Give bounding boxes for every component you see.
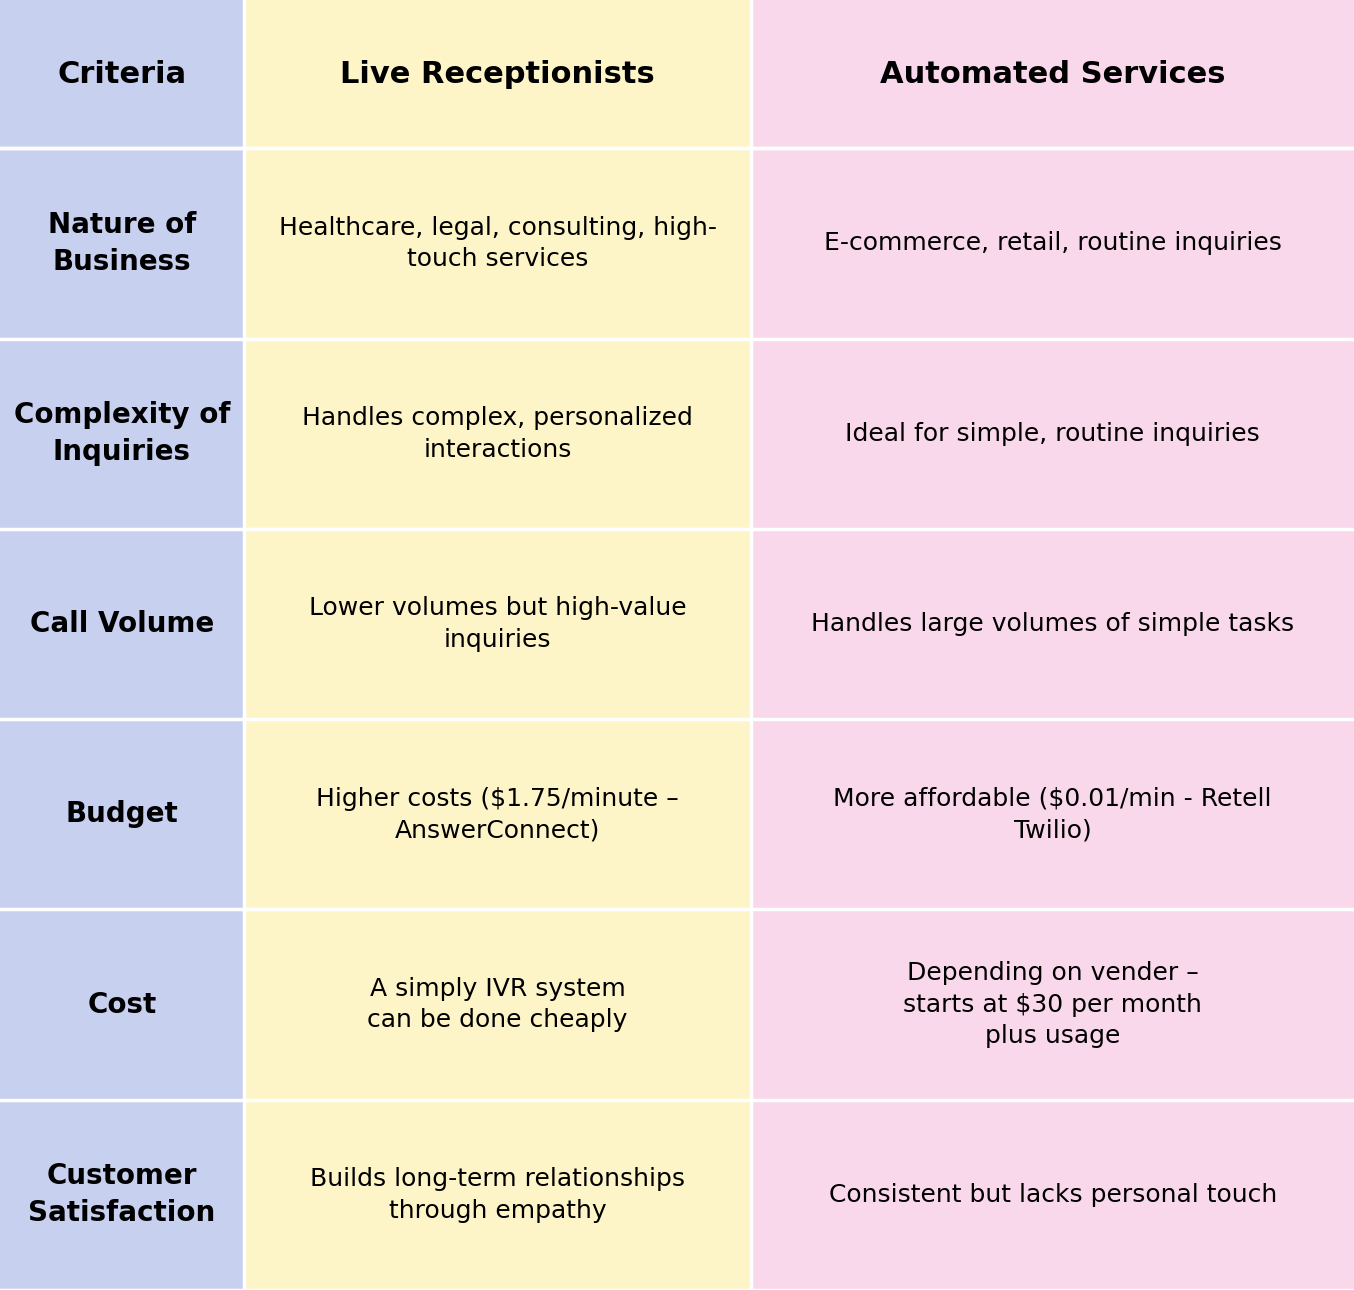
Text: Lower volumes but high-value
inquiries: Lower volumes but high-value inquiries: [309, 596, 686, 651]
Bar: [244, 148, 751, 338]
Text: Customer
Satisfaction: Customer Satisfaction: [28, 1162, 215, 1227]
Text: Cost: Cost: [87, 991, 157, 1019]
Bar: [0, 720, 244, 909]
Bar: [244, 529, 751, 720]
Text: Complexity of
Inquiries: Complexity of Inquiries: [14, 401, 230, 466]
Bar: [751, 1099, 1354, 1290]
Text: Builds long-term relationships
through empathy: Builds long-term relationships through e…: [310, 1167, 685, 1223]
Bar: [751, 529, 1354, 720]
Text: Depending on vender –
starts at $30 per month
plus usage: Depending on vender – starts at $30 per …: [903, 961, 1202, 1049]
Text: Live Receptionists: Live Receptionists: [340, 59, 655, 89]
Bar: [0, 1099, 244, 1290]
Text: E-commerce, retail, routine inquiries: E-commerce, retail, routine inquiries: [823, 231, 1282, 255]
Text: Handles large volumes of simple tasks: Handles large volumes of simple tasks: [811, 611, 1294, 636]
Text: Healthcare, legal, consulting, high-
touch services: Healthcare, legal, consulting, high- tou…: [279, 215, 716, 271]
Text: Call Volume: Call Volume: [30, 610, 214, 639]
Bar: [0, 909, 244, 1099]
Bar: [0, 529, 244, 720]
Text: Consistent but lacks personal touch: Consistent but lacks personal touch: [829, 1183, 1277, 1207]
Bar: [751, 0, 1354, 148]
Bar: [751, 909, 1354, 1099]
Bar: [244, 1099, 751, 1290]
Text: A simply IVR system
can be done cheaply: A simply IVR system can be done cheaply: [367, 977, 628, 1032]
Text: Budget: Budget: [65, 800, 179, 828]
Bar: [0, 148, 244, 338]
Text: Automated Services: Automated Services: [880, 59, 1225, 89]
Bar: [244, 720, 751, 909]
Bar: [0, 338, 244, 529]
Text: Nature of
Business: Nature of Business: [47, 212, 196, 276]
Bar: [244, 909, 751, 1099]
Bar: [751, 148, 1354, 338]
Bar: [0, 0, 244, 148]
Text: More affordable ($0.01/min - Retell
Twilio): More affordable ($0.01/min - Retell Twil…: [834, 787, 1271, 842]
Text: Handles complex, personalized
interactions: Handles complex, personalized interactio…: [302, 406, 693, 462]
Bar: [751, 338, 1354, 529]
Bar: [751, 720, 1354, 909]
Text: Ideal for simple, routine inquiries: Ideal for simple, routine inquiries: [845, 422, 1261, 446]
Bar: [244, 338, 751, 529]
Bar: [244, 0, 751, 148]
Text: Criteria: Criteria: [57, 59, 187, 89]
Text: Higher costs ($1.75/minute –
AnswerConnect): Higher costs ($1.75/minute – AnswerConne…: [317, 787, 678, 842]
